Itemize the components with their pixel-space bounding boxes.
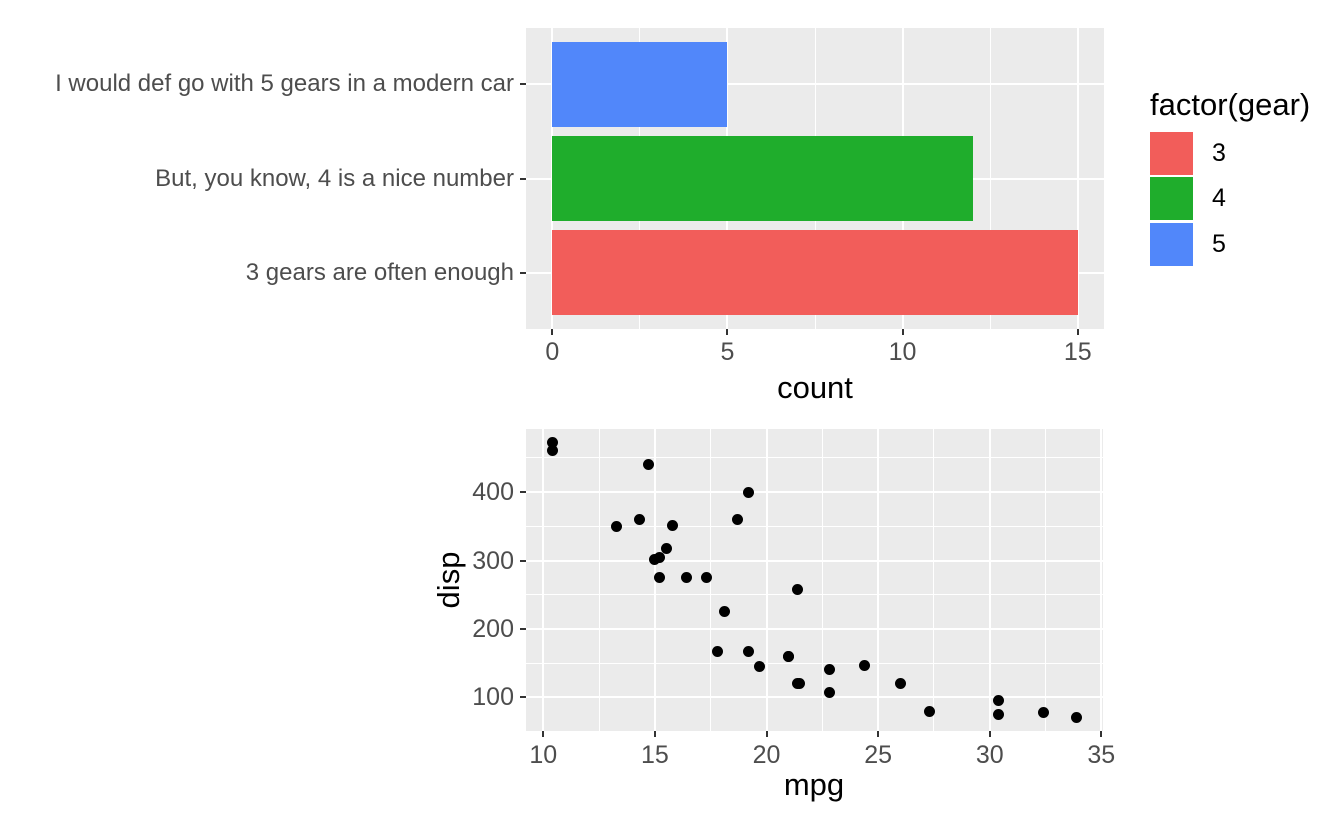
x-tick-label: 15 <box>1063 338 1092 366</box>
grid-major-x <box>765 429 768 731</box>
data-point <box>754 661 766 673</box>
x-tick-mark <box>1100 731 1103 737</box>
x-tick-mark <box>877 731 880 737</box>
data-point <box>993 708 1005 720</box>
x-tick-mark <box>551 329 554 335</box>
bar-gear-5 <box>552 42 728 127</box>
x-tick-label: 5 <box>720 338 735 366</box>
grid-minor-x <box>821 429 823 731</box>
legend-key-4 <box>1150 177 1193 221</box>
data-point <box>823 664 835 676</box>
grid-major-x <box>988 429 991 731</box>
x-tick-mark <box>1076 329 1079 335</box>
data-point <box>642 459 654 471</box>
y-tick-label: 300 <box>472 546 514 575</box>
grid-major-y <box>526 559 1103 562</box>
y-tick-mark <box>520 177 526 180</box>
data-point <box>783 650 795 662</box>
data-point <box>653 571 665 583</box>
data-point <box>743 645 755 657</box>
data-point <box>993 695 1005 707</box>
bar-gear-4 <box>552 136 973 221</box>
data-point <box>731 513 743 525</box>
category-label: 3 gears are often enough <box>245 258 514 286</box>
x-tick-mark <box>901 329 904 335</box>
category-label: But, you know, 4 is a nice number <box>155 164 514 192</box>
x-tick-mark <box>988 731 991 737</box>
grid-major-x <box>877 429 880 731</box>
x-tick-mark <box>542 731 545 737</box>
x-tick-label: 25 <box>864 741 893 769</box>
data-point <box>546 445 558 457</box>
x-tick-label: 10 <box>888 338 917 366</box>
data-point <box>649 554 661 566</box>
data-point <box>718 606 730 618</box>
scatter-x-axis-title: mpg <box>783 767 845 802</box>
scatter-y-axis-title: disp <box>431 551 466 609</box>
grid-minor-x <box>1045 429 1047 731</box>
x-tick-label: 30 <box>975 741 1004 769</box>
y-tick-mark <box>520 271 526 274</box>
y-tick-mark <box>520 559 526 562</box>
grid-major-x <box>1100 429 1103 731</box>
legend-label: 3 <box>1212 139 1226 167</box>
y-tick-label: 100 <box>472 683 514 712</box>
bar-chart-x-axis-title: count <box>777 370 853 405</box>
grid-major-y <box>526 628 1103 630</box>
data-point <box>1037 706 1049 718</box>
data-point <box>823 686 835 698</box>
data-point <box>660 542 672 554</box>
data-point <box>633 513 645 525</box>
x-tick-label: 35 <box>1087 741 1116 769</box>
legend-title: factor(gear) <box>1150 87 1311 122</box>
data-point <box>894 678 906 690</box>
grid-minor-x <box>598 429 600 731</box>
y-tick-label: 400 <box>472 478 514 507</box>
x-tick-label: 10 <box>529 741 558 769</box>
scatter-plot-panel <box>526 429 1103 731</box>
bar-chart-panel <box>526 28 1104 329</box>
data-point <box>792 677 804 689</box>
data-point <box>680 571 692 583</box>
x-tick-mark <box>726 329 729 335</box>
legend-key-3 <box>1150 132 1193 175</box>
data-point <box>1071 711 1083 723</box>
y-tick-mark <box>520 83 526 86</box>
x-tick-label: 20 <box>752 741 781 769</box>
x-tick-mark <box>653 731 656 737</box>
data-point <box>546 437 558 449</box>
grid-minor-y <box>526 594 1103 596</box>
data-point <box>700 571 712 583</box>
grid-major-y <box>526 491 1103 494</box>
data-point <box>667 520 679 532</box>
data-point <box>923 706 935 718</box>
grid-minor-x <box>933 429 935 731</box>
y-tick-mark <box>520 696 526 699</box>
legend-label: 4 <box>1212 184 1226 213</box>
y-tick-label: 200 <box>472 615 514 643</box>
data-point <box>743 486 755 498</box>
x-tick-label: 15 <box>640 741 669 769</box>
grid-minor-y <box>526 457 1103 459</box>
data-point <box>859 660 871 671</box>
grid-major-y <box>526 696 1103 699</box>
y-tick-mark <box>520 628 526 630</box>
bar-gear-3 <box>552 230 1078 315</box>
data-point <box>792 583 804 595</box>
grid-major-y <box>526 83 1104 86</box>
x-tick-mark <box>765 731 768 737</box>
data-point <box>711 645 723 657</box>
x-tick-label: 0 <box>545 338 560 366</box>
grid-minor-y <box>526 525 1103 527</box>
grid-minor-y <box>526 662 1103 664</box>
legend-key-5 <box>1150 222 1193 266</box>
y-tick-mark <box>520 491 526 494</box>
grid-major-x <box>542 429 545 731</box>
legend-label: 5 <box>1212 229 1226 258</box>
category-label: I would def go with 5 gears in a modern … <box>55 70 514 98</box>
data-point <box>611 520 623 532</box>
